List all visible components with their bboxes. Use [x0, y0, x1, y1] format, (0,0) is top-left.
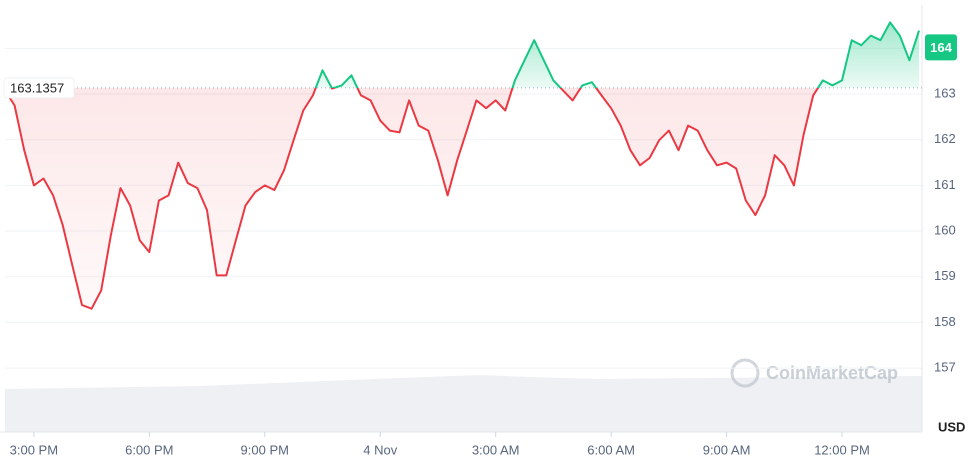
y-tick-label: 161 [934, 177, 956, 192]
y-tick-label: 157 [934, 360, 956, 375]
watermark-text: CoinMarketCap [766, 363, 898, 383]
y-tick-label: 162 [934, 131, 956, 146]
y-tick-label: 159 [934, 268, 956, 283]
price-area [5, 22, 919, 309]
watermark-logo [730, 358, 760, 388]
y-axis-label: USD [938, 419, 965, 434]
current-price-badge [925, 34, 957, 61]
x-tick-label: 4 Nov [363, 442, 397, 457]
current-price-label: 164 [930, 40, 952, 55]
baseline-label: 163.1357 [3, 77, 75, 99]
baseline-label-box [3, 77, 75, 99]
x-tick-label: 6:00 PM [125, 442, 173, 457]
volume-area [5, 375, 922, 432]
x-tick-label: 6:00 AM [587, 442, 635, 457]
baseline-label-text: 163.1357 [10, 80, 64, 95]
y-tick-label: 160 [934, 222, 956, 237]
x-tick-label: 12:00 PM [814, 442, 870, 457]
y-tick-label: 158 [934, 314, 956, 329]
x-tick-label: 3:00 AM [472, 442, 520, 457]
price-line [4, 21, 920, 310]
y-tick-label: 163 [934, 85, 956, 100]
x-tick-label: 3:00 PM [10, 442, 58, 457]
x-tick-label: 9:00 AM [703, 442, 751, 457]
x-tick-label: 9:00 PM [241, 442, 289, 457]
